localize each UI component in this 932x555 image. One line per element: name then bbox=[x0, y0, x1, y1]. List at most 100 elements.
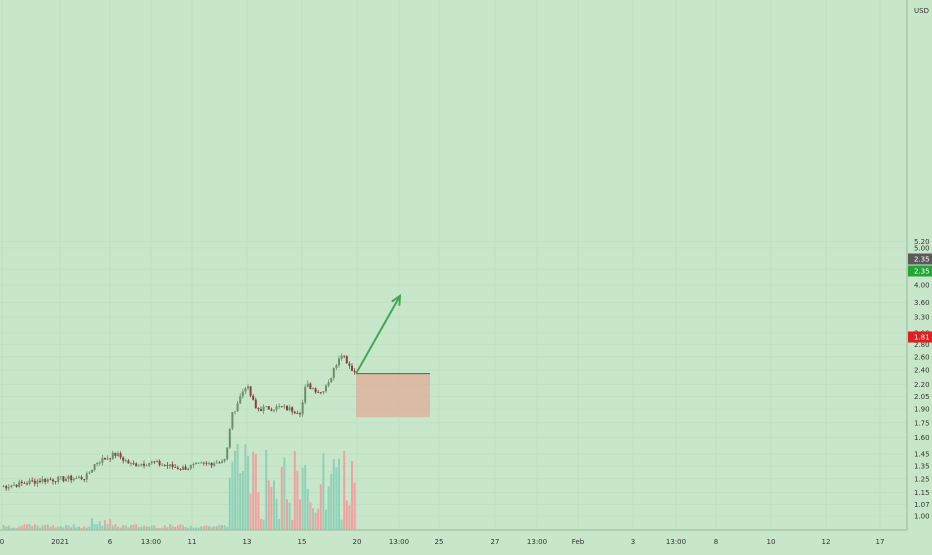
candle-body bbox=[267, 406, 270, 410]
candle-body bbox=[93, 464, 96, 470]
volume-bar bbox=[106, 524, 109, 530]
price-tick-label: 1.45 bbox=[914, 451, 930, 459]
volume-bar bbox=[197, 527, 200, 530]
candle-body bbox=[158, 460, 161, 466]
candle-body bbox=[234, 411, 236, 413]
candle-body bbox=[283, 405, 286, 407]
candle-body bbox=[36, 480, 39, 484]
candle-body bbox=[7, 487, 10, 489]
candle-body bbox=[192, 464, 195, 466]
volume-bar bbox=[59, 525, 62, 530]
candle-body bbox=[119, 453, 122, 458]
price-tick-label: 1.15 bbox=[914, 489, 930, 497]
volume-bar bbox=[171, 525, 174, 530]
volume-bar bbox=[254, 453, 257, 530]
volume-bar bbox=[286, 499, 288, 530]
time-tick-label: Feb bbox=[572, 538, 585, 546]
currency-label: USD bbox=[914, 7, 929, 15]
volume-bar bbox=[166, 527, 169, 530]
candle-body bbox=[41, 479, 44, 482]
candle-body bbox=[49, 479, 52, 481]
volume-bar bbox=[127, 527, 130, 530]
volume-bar bbox=[213, 526, 216, 530]
candle-body bbox=[124, 460, 127, 462]
candle-body bbox=[179, 469, 182, 471]
price-tick-label: 1.00 bbox=[914, 513, 930, 521]
volume-bar bbox=[330, 474, 333, 530]
candle-body bbox=[273, 409, 275, 411]
candle-body bbox=[239, 396, 242, 404]
time-tick-label: 13 bbox=[243, 538, 252, 546]
volume-bar bbox=[109, 519, 112, 530]
price-tick-label: 2.05 bbox=[914, 393, 930, 401]
candle-body bbox=[348, 363, 351, 366]
volume-bar bbox=[150, 525, 153, 530]
candle-body bbox=[39, 480, 41, 482]
volume-bar bbox=[265, 450, 268, 530]
time-tick-label: 13:00 bbox=[389, 538, 409, 546]
candle-body bbox=[80, 476, 83, 480]
volume-bar bbox=[202, 526, 205, 530]
candle-body bbox=[111, 452, 114, 459]
candle-body bbox=[332, 368, 335, 378]
volume-bar bbox=[280, 466, 283, 530]
risk-box[interactable] bbox=[356, 373, 430, 418]
volume-bar bbox=[223, 524, 226, 530]
time-tick-label: 3 bbox=[631, 538, 635, 546]
time-tick-label: 10 bbox=[767, 538, 776, 546]
volume-bar bbox=[182, 525, 184, 530]
price-tick-label: 1.75 bbox=[914, 419, 930, 427]
price-tick-label: 2.60 bbox=[914, 353, 930, 361]
volume-bar bbox=[296, 470, 299, 530]
candle-body bbox=[2, 486, 5, 488]
price-tick-label: 4.00 bbox=[914, 282, 930, 290]
volume-bar bbox=[273, 480, 275, 530]
volume-bar bbox=[174, 526, 177, 530]
volume-bar bbox=[215, 526, 218, 530]
candle-body bbox=[280, 406, 283, 408]
candle-body bbox=[312, 388, 314, 390]
candle-body bbox=[200, 462, 203, 464]
volume-bar bbox=[291, 519, 294, 530]
volume-bar bbox=[299, 499, 301, 530]
volume-bar bbox=[208, 526, 210, 530]
volume-bar bbox=[244, 444, 247, 530]
candle-body bbox=[117, 453, 119, 456]
candle-body bbox=[241, 391, 244, 397]
volume-bar bbox=[163, 525, 166, 530]
price-tick-label: 1.35 bbox=[914, 463, 930, 471]
candle-body bbox=[150, 461, 153, 464]
price-badge bbox=[908, 331, 932, 343]
price-tick-label: 2.20 bbox=[914, 381, 930, 389]
price-badge-label: 2.35 bbox=[914, 268, 930, 276]
volume-bar bbox=[52, 525, 54, 530]
candle-body bbox=[317, 392, 320, 394]
volume-bar bbox=[46, 524, 49, 530]
time-tick-label: 8 bbox=[714, 538, 718, 546]
candle-body bbox=[70, 475, 73, 481]
volume-bar bbox=[28, 524, 31, 530]
candle-body bbox=[231, 412, 234, 429]
candle-body bbox=[161, 464, 164, 466]
projection-arrow[interactable] bbox=[355, 293, 402, 375]
volume-bar bbox=[93, 524, 96, 530]
volume-bar bbox=[104, 520, 106, 530]
volume-bar bbox=[262, 519, 265, 530]
candle-body bbox=[213, 463, 216, 466]
volume-bar bbox=[111, 525, 114, 530]
price-tick-label: 2.40 bbox=[914, 367, 930, 375]
time-axis[interactable]: 0 2021 6 13:00 11 13 15 20 13:00 25 27 13:00 Feb 3 13:… bbox=[0, 538, 884, 546]
candle-body bbox=[343, 355, 346, 357]
volume-bar bbox=[252, 451, 255, 530]
volume-bar bbox=[75, 527, 78, 530]
volume-bar bbox=[33, 524, 36, 530]
volume-bar bbox=[325, 509, 327, 530]
time-tick-label: 11 bbox=[188, 538, 197, 546]
candle-body bbox=[265, 406, 268, 407]
volume-bar bbox=[57, 526, 60, 530]
volume-bar bbox=[283, 457, 286, 530]
volume-bar bbox=[62, 527, 65, 530]
